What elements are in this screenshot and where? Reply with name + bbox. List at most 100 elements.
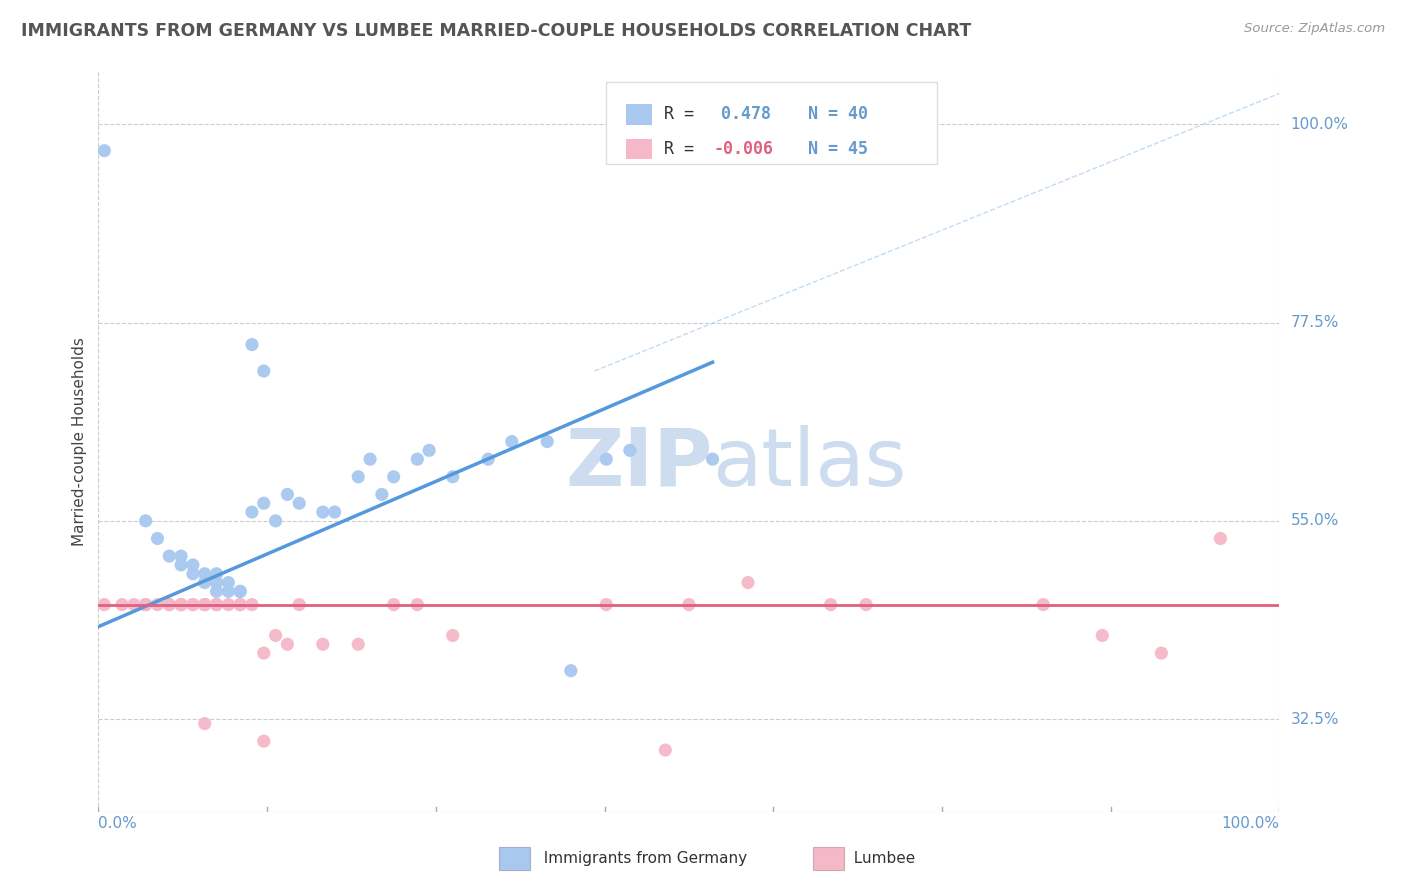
- Text: N = 40: N = 40: [789, 105, 868, 123]
- Point: [253, 496, 276, 510]
- Text: IMMIGRANTS FROM GERMANY VS LUMBEE MARRIED-COUPLE HOUSEHOLDS CORRELATION CHART: IMMIGRANTS FROM GERMANY VS LUMBEE MARRIE…: [21, 22, 972, 40]
- Point: [217, 575, 239, 590]
- Point: [194, 598, 217, 612]
- Point: [441, 628, 464, 642]
- Point: [253, 364, 276, 378]
- Text: Source: ZipAtlas.com: Source: ZipAtlas.com: [1244, 22, 1385, 36]
- Point: [1032, 598, 1054, 612]
- Point: [194, 566, 217, 581]
- Text: 32.5%: 32.5%: [1291, 712, 1339, 727]
- Point: [595, 598, 617, 612]
- Point: [217, 598, 239, 612]
- Point: [678, 598, 700, 612]
- Point: [406, 598, 429, 612]
- Point: [194, 716, 217, 731]
- Point: [501, 434, 523, 449]
- Point: [264, 514, 287, 528]
- Point: [205, 575, 228, 590]
- Point: [702, 452, 724, 467]
- Point: [288, 496, 311, 510]
- Point: [264, 628, 287, 642]
- FancyBboxPatch shape: [626, 139, 652, 160]
- Point: [229, 584, 252, 599]
- Point: [347, 637, 370, 651]
- Point: [654, 743, 676, 757]
- FancyBboxPatch shape: [626, 104, 652, 125]
- Point: [560, 664, 582, 678]
- Point: [170, 598, 193, 612]
- Point: [240, 598, 263, 612]
- Point: [181, 598, 204, 612]
- Point: [205, 598, 228, 612]
- Point: [229, 584, 252, 599]
- FancyBboxPatch shape: [606, 82, 936, 164]
- Text: atlas: atlas: [713, 425, 907, 503]
- Point: [135, 598, 157, 612]
- Point: [194, 598, 217, 612]
- Point: [181, 566, 204, 581]
- Point: [1150, 646, 1173, 660]
- Text: 77.5%: 77.5%: [1291, 315, 1339, 330]
- Point: [135, 598, 157, 612]
- Text: ZIP: ZIP: [565, 425, 713, 503]
- Point: [855, 598, 877, 612]
- Point: [276, 637, 298, 651]
- Point: [181, 598, 204, 612]
- Point: [181, 558, 204, 572]
- Point: [737, 575, 759, 590]
- Point: [382, 598, 405, 612]
- Point: [240, 337, 263, 351]
- Point: [441, 470, 464, 484]
- Point: [170, 598, 193, 612]
- Text: 0.0%: 0.0%: [98, 816, 138, 831]
- Point: [1209, 532, 1232, 546]
- Point: [229, 598, 252, 612]
- Point: [170, 558, 193, 572]
- Point: [418, 443, 440, 458]
- Text: 0.478: 0.478: [721, 105, 770, 123]
- Point: [359, 452, 381, 467]
- Point: [93, 144, 115, 158]
- Point: [93, 598, 115, 612]
- Text: R =: R =: [664, 105, 714, 123]
- Point: [240, 505, 263, 519]
- Point: [217, 584, 239, 599]
- Text: 100.0%: 100.0%: [1222, 816, 1279, 831]
- Point: [135, 598, 157, 612]
- Point: [595, 452, 617, 467]
- Text: 100.0%: 100.0%: [1291, 117, 1348, 132]
- Point: [170, 549, 193, 563]
- Text: R =: R =: [664, 140, 704, 158]
- Point: [536, 434, 558, 449]
- Point: [253, 646, 276, 660]
- Point: [135, 514, 157, 528]
- Point: [205, 584, 228, 599]
- Point: [276, 487, 298, 501]
- Point: [122, 598, 145, 612]
- Point: [253, 734, 276, 748]
- Point: [288, 598, 311, 612]
- Point: [146, 598, 169, 612]
- Point: [371, 487, 394, 501]
- Point: [406, 452, 429, 467]
- Point: [205, 598, 228, 612]
- Point: [477, 452, 499, 467]
- Point: [820, 598, 842, 612]
- Point: [157, 598, 180, 612]
- Point: [111, 598, 134, 612]
- Text: Immigrants from Germany: Immigrants from Germany: [534, 851, 748, 865]
- Text: 55.0%: 55.0%: [1291, 514, 1339, 528]
- Point: [170, 598, 193, 612]
- Point: [146, 532, 169, 546]
- Point: [157, 549, 180, 563]
- Text: -0.006: -0.006: [714, 140, 773, 158]
- Point: [312, 505, 335, 519]
- Point: [382, 470, 405, 484]
- Y-axis label: Married-couple Households: Married-couple Households: [72, 337, 87, 546]
- Point: [194, 575, 217, 590]
- Point: [619, 443, 641, 458]
- Text: N = 45: N = 45: [789, 140, 868, 158]
- Point: [205, 598, 228, 612]
- Point: [157, 598, 180, 612]
- Point: [205, 566, 228, 581]
